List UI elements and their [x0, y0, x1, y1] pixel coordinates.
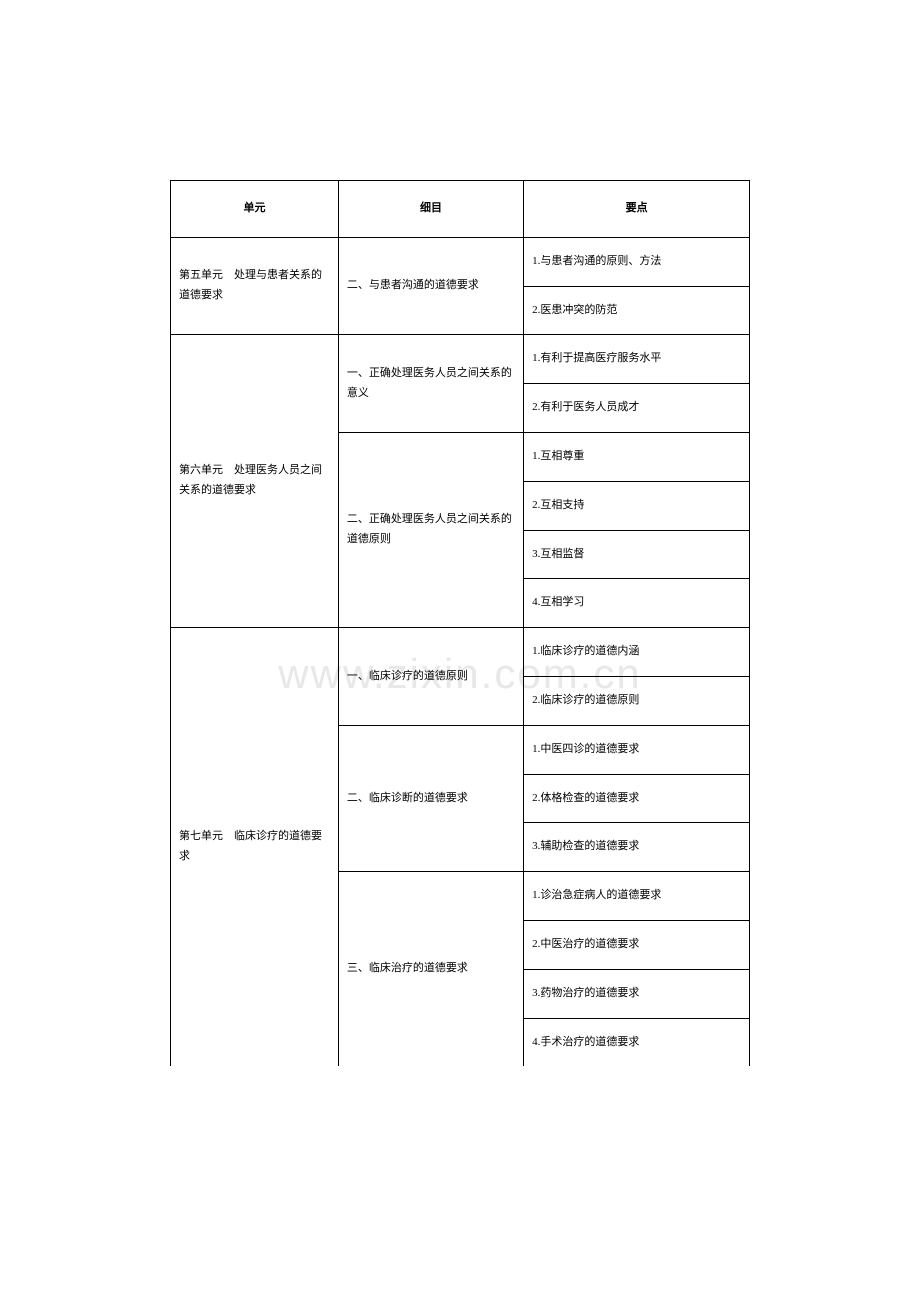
table-header-row: 单元 细目 要点: [171, 181, 750, 238]
point-cell: 1.与患者沟通的原则、方法: [524, 237, 750, 286]
header-point: 要点: [524, 181, 750, 238]
unit-cell: 第五单元 处理与患者关系的道德要求: [171, 237, 339, 335]
point-cell: 4.手术治疗的道德要求: [524, 1018, 750, 1066]
point-cell: 3.互相监督: [524, 530, 750, 579]
item-cell: 一、临床诊疗的道德原则: [338, 628, 523, 726]
table-row: 第五单元 处理与患者关系的道德要求 二、与患者沟通的道德要求 1.与患者沟通的原…: [171, 237, 750, 286]
table-container: 单元 细目 要点 第五单元 处理与患者关系的道德要求 二、与患者沟通的道德要求 …: [170, 180, 750, 1066]
item-cell: 三、临床治疗的道德要求: [338, 872, 523, 1067]
point-cell: 1.中医四诊的道德要求: [524, 725, 750, 774]
item-cell: 二、与患者沟通的道德要求: [338, 237, 523, 335]
point-cell: 2.医患冲突的防范: [524, 286, 750, 335]
item-cell: 二、正确处理医务人员之间关系的道德原则: [338, 432, 523, 627]
point-cell: 4.互相学习: [524, 579, 750, 628]
point-cell: 2.有利于医务人员成才: [524, 384, 750, 433]
point-cell: 3.药物治疗的道德要求: [524, 969, 750, 1018]
item-cell: 二、临床诊断的道德要求: [338, 725, 523, 871]
point-cell: 1.互相尊重: [524, 432, 750, 481]
header-unit: 单元: [171, 181, 339, 238]
point-cell: 1.有利于提高医疗服务水平: [524, 335, 750, 384]
point-cell: 1.诊治急症病人的道德要求: [524, 872, 750, 921]
point-cell: 1.临床诊疗的道德内涵: [524, 628, 750, 677]
table-row: 第六单元 处理医务人员之间关系的道德要求 一、正确处理医务人员之间关系的意义 1…: [171, 335, 750, 384]
unit-cell: 第七单元 临床诊疗的道德要求: [171, 628, 339, 1067]
point-cell: 3.辅助检查的道德要求: [524, 823, 750, 872]
point-cell: 2.体格检查的道德要求: [524, 774, 750, 823]
point-cell: 2.互相支持: [524, 481, 750, 530]
unit-cell: 第六单元 处理医务人员之间关系的道德要求: [171, 335, 339, 628]
syllabus-table: 单元 细目 要点 第五单元 处理与患者关系的道德要求 二、与患者沟通的道德要求 …: [170, 180, 750, 1066]
point-cell: 2.中医治疗的道德要求: [524, 920, 750, 969]
table-row: 第七单元 临床诊疗的道德要求 一、临床诊疗的道德原则 1.临床诊疗的道德内涵: [171, 628, 750, 677]
item-cell: 一、正确处理医务人员之间关系的意义: [338, 335, 523, 433]
point-cell: 2.临床诊疗的道德原则: [524, 676, 750, 725]
header-item: 细目: [338, 181, 523, 238]
